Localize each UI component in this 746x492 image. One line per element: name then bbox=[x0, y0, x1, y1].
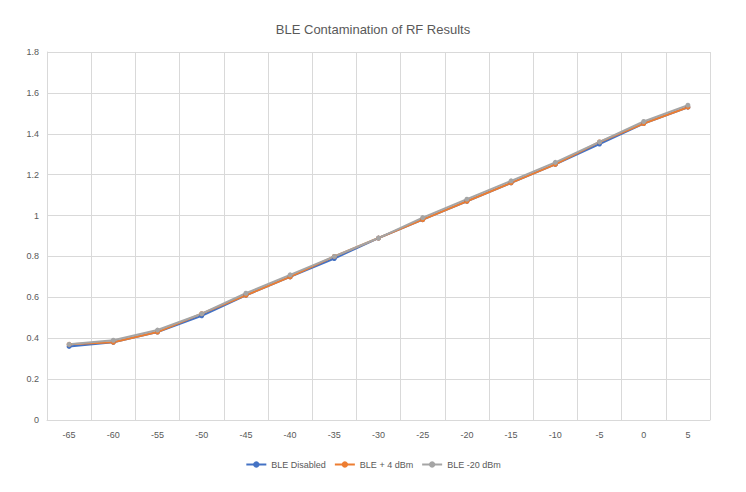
svg-text:-45: -45 bbox=[239, 430, 252, 440]
svg-text:-65: -65 bbox=[63, 430, 76, 440]
svg-text:-20: -20 bbox=[460, 430, 473, 440]
svg-text:-25: -25 bbox=[416, 430, 429, 440]
svg-text:BLE Contamination of RF Result: BLE Contamination of RF Results bbox=[276, 22, 471, 37]
svg-text:0.6: 0.6 bbox=[26, 292, 39, 302]
svg-text:1.2: 1.2 bbox=[26, 170, 39, 180]
svg-text:0.2: 0.2 bbox=[26, 374, 39, 384]
svg-text:-60: -60 bbox=[107, 430, 120, 440]
svg-text:5: 5 bbox=[685, 430, 690, 440]
svg-text:-40: -40 bbox=[284, 430, 297, 440]
svg-text:-30: -30 bbox=[372, 430, 385, 440]
svg-text:BLE + 4 dBm: BLE + 4 dBm bbox=[360, 460, 413, 470]
svg-text:-5: -5 bbox=[595, 430, 603, 440]
svg-text:1: 1 bbox=[34, 211, 39, 221]
svg-text:-15: -15 bbox=[505, 430, 518, 440]
svg-text:1.8: 1.8 bbox=[26, 47, 39, 57]
svg-text:0: 0 bbox=[34, 415, 39, 425]
svg-text:0: 0 bbox=[641, 430, 646, 440]
svg-text:1.4: 1.4 bbox=[26, 129, 39, 139]
svg-text:BLE Disabled: BLE Disabled bbox=[271, 460, 326, 470]
svg-text:0.8: 0.8 bbox=[26, 251, 39, 261]
svg-text:-35: -35 bbox=[328, 430, 341, 440]
svg-text:-10: -10 bbox=[549, 430, 562, 440]
svg-text:-50: -50 bbox=[195, 430, 208, 440]
svg-text:BLE -20 dBm: BLE -20 dBm bbox=[447, 460, 501, 470]
svg-text:0.4: 0.4 bbox=[26, 333, 39, 343]
svg-text:-55: -55 bbox=[151, 430, 164, 440]
svg-text:1.6: 1.6 bbox=[26, 88, 39, 98]
